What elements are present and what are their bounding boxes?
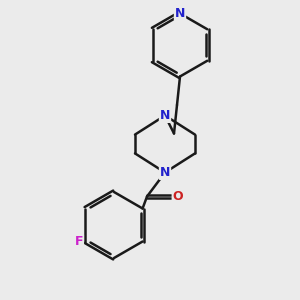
Text: F: F <box>75 235 83 248</box>
Text: N: N <box>175 7 185 20</box>
Text: O: O <box>172 190 183 203</box>
Text: N: N <box>160 166 170 179</box>
Text: N: N <box>160 109 170 122</box>
